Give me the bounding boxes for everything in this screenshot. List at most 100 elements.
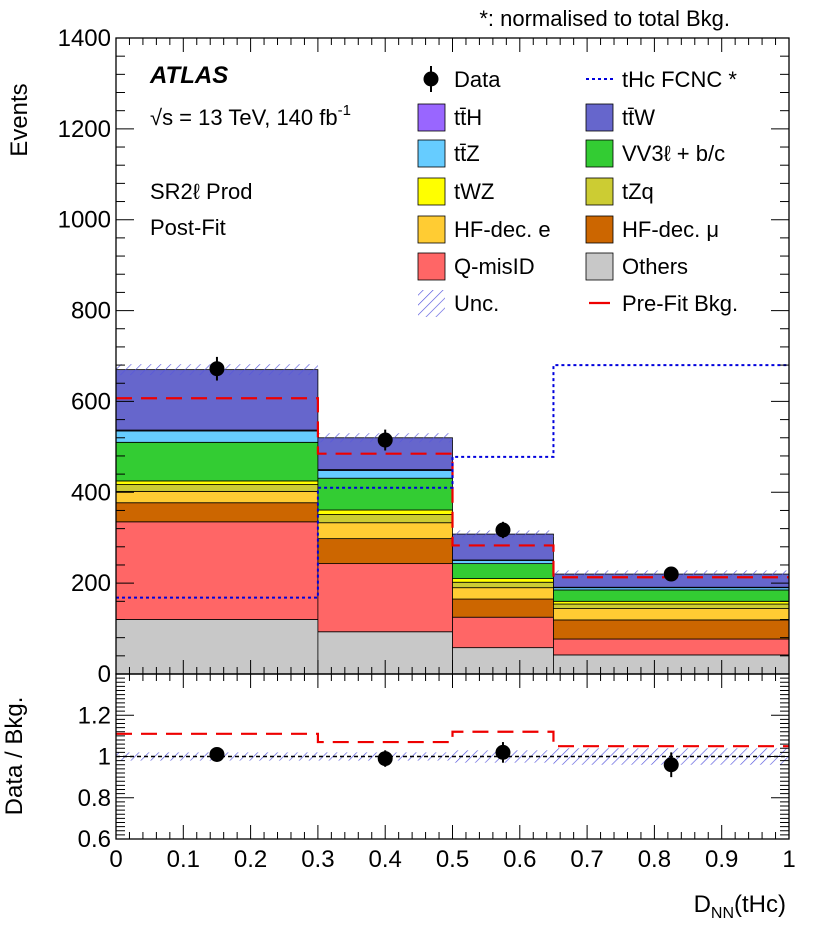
- stack-bar-others: [452, 647, 554, 675]
- stack-bar-vv3-b-c: [115, 441, 319, 482]
- stack-bar-vv3-b-c: [317, 477, 453, 511]
- legend-label-q-misid: Q-misID: [454, 254, 535, 279]
- legend-label-vv3-b-c: VV3ℓ + b/c: [622, 141, 725, 166]
- x-tick-label: 0.3: [301, 846, 334, 873]
- stack-bar-tt-w: [452, 533, 554, 561]
- ratio-y-tick-label: 1: [98, 744, 111, 771]
- main-y-axis-title: Events: [6, 83, 33, 156]
- legend-label-twz: tWZ: [454, 179, 494, 204]
- x-axis-title-sub: NN: [711, 905, 734, 922]
- data-point: [209, 361, 225, 377]
- legend-swatch-twz: [417, 177, 446, 206]
- legend-swatch-tt-z: [417, 139, 446, 168]
- stack-bar-hf-dec-e: [317, 522, 453, 540]
- x-tick-label: 0.9: [705, 846, 738, 873]
- legend-swatch-others: [585, 252, 614, 281]
- stack-bar-twz: [553, 600, 790, 605]
- y-tick-label: 1000: [58, 207, 111, 234]
- ratio-data-point: [495, 744, 511, 760]
- y-tick-label: 400: [71, 479, 111, 506]
- stack-bar-tt-z: [317, 470, 453, 479]
- y-tick-label: 1400: [58, 25, 111, 52]
- normalisation-note: *: normalised to total Bkg.: [479, 6, 730, 31]
- signal-line: [116, 364, 789, 599]
- x-tick-label: 0.2: [234, 846, 267, 873]
- stack-bar-q-misid: [317, 563, 453, 633]
- legend-label-hf-dec: HF-dec. μ: [622, 217, 719, 242]
- x-tick-label: 0: [109, 846, 122, 873]
- stack-bar-tzq: [553, 603, 790, 609]
- atlas-label: ATLAS: [149, 62, 228, 89]
- legend-swatch-hf-dec: [585, 215, 614, 244]
- stack-bar-tzq: [115, 484, 319, 492]
- x-tick-label: 1: [782, 846, 795, 873]
- y-tick-label: 600: [71, 388, 111, 415]
- stack-bar-tt-z: [115, 430, 319, 443]
- data-point: [377, 432, 393, 448]
- stack-bar-q-misid: [115, 521, 319, 620]
- stack-bar-q-misid: [452, 616, 554, 649]
- y-tick-label: 1200: [58, 116, 111, 143]
- legend-swatch-tzq: [585, 177, 614, 206]
- stack-bar-hf-dec: [317, 538, 453, 565]
- legend-label-tt-w: tt̄W: [622, 105, 655, 130]
- stack-bar-hf-dec-e: [553, 608, 790, 621]
- stack-bar-others: [553, 654, 790, 675]
- x-axis-title: DNN(tHc): [694, 891, 786, 922]
- legend-label-tzq: tZq: [622, 179, 654, 204]
- legend-swatch-tt-h: [417, 103, 446, 132]
- legend-label-tt-h: tt̄H: [454, 105, 482, 130]
- legend-label-unc: Unc.: [454, 291, 499, 316]
- ratio-data-point: [377, 751, 393, 767]
- energy-label: √s = 13 TeV, 140 fb-1: [150, 102, 351, 130]
- legend-label-tt-z: tt̄Z: [454, 141, 480, 166]
- energy-superscript: -1: [338, 102, 351, 119]
- stack-bar-hf-dec-e: [452, 587, 554, 600]
- stack-bar-tzq: [317, 514, 453, 524]
- x-axis-title-main: D: [694, 891, 711, 918]
- data-point: [495, 522, 511, 538]
- x-tick-label: 0.1: [167, 846, 200, 873]
- ratio-y-tick-label: 1.2: [78, 702, 111, 729]
- x-tick-label: 0.4: [369, 846, 402, 873]
- stack-bar-twz: [115, 480, 319, 485]
- legend: Data tt̄H tt̄Z tWZ HF-dec. e Q-misID Unc. tHc F…: [417, 66, 738, 317]
- x-tick-label: 0.7: [570, 846, 603, 873]
- energy-text: √s = 13 TeV, 140 fb: [150, 105, 338, 130]
- ratio-data-point: [663, 757, 679, 773]
- legend-label-data: Data: [454, 67, 501, 92]
- stack-bar-vv3-b-c: [553, 589, 790, 602]
- legend-swatch-uncertainty: [418, 290, 445, 317]
- data-point: [663, 566, 679, 582]
- legend-swatch-vv3-b-c: [585, 139, 614, 168]
- stack-bar-hf-dec: [115, 502, 319, 523]
- region-label: SR2ℓ Prod: [150, 179, 253, 204]
- stack-bar-hf-dec-e: [115, 490, 319, 504]
- stack-bar-tzq: [452, 581, 554, 589]
- stack-bar-others: [115, 619, 319, 675]
- x-axis-title-suffix: (tHc): [734, 891, 786, 918]
- legend-swatch-tt-w: [585, 103, 614, 132]
- prefit-line: [116, 397, 789, 579]
- stack-bar-vv3-b-c: [452, 563, 554, 580]
- y-tick-label: 0: [98, 661, 111, 688]
- legend-label-thc-fcnc: tHc FCNC *: [622, 67, 737, 92]
- ratio-data-point: [209, 746, 225, 762]
- legend-swatch-hf-dec-e: [417, 215, 446, 244]
- legend-swatch-q-misid: [417, 252, 446, 281]
- legend-label-others: Others: [622, 254, 688, 279]
- stack-bar-twz: [317, 509, 453, 515]
- stack-bar-hf-dec: [452, 598, 554, 618]
- y-tick-label: 800: [71, 298, 111, 325]
- fit-state-label: Post-Fit: [150, 215, 226, 240]
- stack-bar-q-misid: [553, 638, 790, 656]
- x-tick-label: 0.5: [436, 846, 469, 873]
- stack-bar-tt-z: [452, 560, 554, 565]
- legend-label-hf-dec-e: HF-dec. e: [454, 217, 551, 242]
- legend-label-pre-fit-bkg: Pre-Fit Bkg.: [622, 291, 738, 316]
- x-tick-label: 0.8: [638, 846, 671, 873]
- ratio-y-tick-label: 0.6: [78, 826, 111, 853]
- stack-bar-twz: [452, 578, 554, 583]
- ratio-y-axis-title: Data / Bkg.: [1, 697, 28, 816]
